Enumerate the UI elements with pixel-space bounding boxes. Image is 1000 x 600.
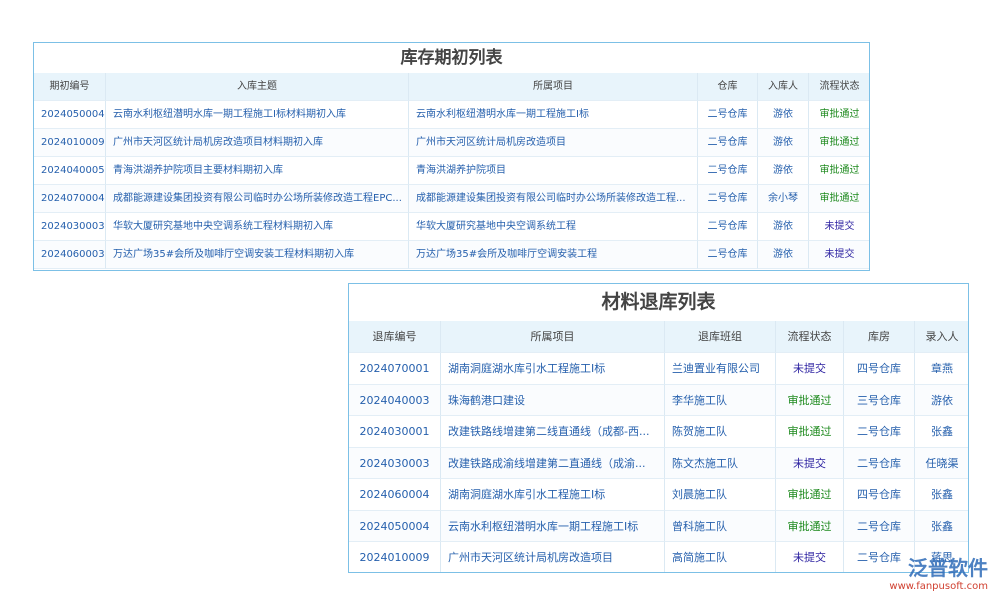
column-header: 流程状态 (809, 73, 869, 101)
table-cell: 二号仓库 (698, 185, 758, 213)
table-cell: 2024040005 (34, 157, 106, 185)
table-cell: 改建铁路成渝线增建第二直通线（成渝... (441, 447, 665, 479)
table-cell: 四号仓库 (844, 479, 915, 511)
table-cell: 2024060004 (349, 479, 441, 511)
brand: 泛普软件 (908, 556, 988, 580)
column-header: 录入人 (915, 321, 968, 353)
table-cell: 湖南洞庭湖水库引水工程施工I标 (441, 479, 665, 511)
table-cell: 二号仓库 (698, 157, 758, 185)
status-cell: 审批通过 (809, 129, 869, 157)
table-cell: 李华施工队 (665, 384, 776, 416)
table-cell: 广州市天河区统计局机房改造项目材料期初入库 (106, 129, 409, 157)
status-cell: 未提交 (809, 213, 869, 241)
table-cell: 2024070001 (349, 353, 441, 385)
status-cell: 未提交 (776, 353, 844, 385)
table-title: 材料退库列表 (349, 284, 968, 322)
column-header: 仓库 (698, 73, 758, 101)
table-cell: 珠海鹤港口建设 (441, 384, 665, 416)
column-header: 退库编号 (349, 321, 441, 353)
column-header: 流程状态 (776, 321, 844, 353)
table-cell: 四号仓库 (844, 353, 915, 385)
opening-stock-table: 库存期初列表 期初编号 入库主题 所属项目 仓库 入库人 流程状态 2024050004 云南水… (33, 42, 870, 271)
table-cell: 游依 (758, 101, 809, 129)
table-cell: 二号仓库 (698, 241, 758, 269)
status-cell: 未提交 (809, 241, 869, 269)
table-cell: 刘晨施工队 (665, 479, 776, 511)
table-cell: 张鑫 (915, 479, 968, 511)
return-table: 材料退库列表 退库编号 所属项目 退库班组 流程状态 库房 录入人 2024070001 湖南洞… (348, 283, 969, 573)
status-cell: 未提交 (776, 447, 844, 479)
status-cell: 审批通过 (809, 101, 869, 129)
table-cell: 青海洪湖养护院项目 (409, 157, 698, 185)
table-cell: 二号仓库 (844, 542, 915, 572)
table-cell: 二号仓库 (844, 510, 915, 542)
table-cell: 三号仓库 (844, 384, 915, 416)
status-cell: 审批通过 (776, 510, 844, 542)
table-cell: 章燕 (915, 353, 968, 385)
table-cell: 二号仓库 (698, 213, 758, 241)
table-cell: 云南水利枢纽潜明水库一期工程施工I标 (441, 510, 665, 542)
table-cell: 成都能源建设集团投资有限公司临时办公场所装修改造工程... (409, 185, 698, 213)
table-cell: 2024030001 (349, 416, 441, 448)
column-header: 入库人 (758, 73, 809, 101)
table-title: 库存期初列表 (34, 43, 869, 74)
table-cell: 张鑫 (915, 510, 968, 542)
table-cell: 高简施工队 (665, 542, 776, 572)
table-cell: 兰迪置业有限公司 (665, 353, 776, 385)
table-cell: 陈贺施工队 (665, 416, 776, 448)
table-cell: 陈文杰施工队 (665, 447, 776, 479)
table-cell: 曾科施工队 (665, 510, 776, 542)
table-cell: 2024050004 (349, 510, 441, 542)
table-cell: 万达广场35#会所及咖啡厅空调安装工程 (409, 241, 698, 269)
table-cell: 游依 (915, 384, 968, 416)
column-header: 退库班组 (665, 321, 776, 353)
table-cell: 游依 (758, 157, 809, 185)
table-cell: 二号仓库 (844, 447, 915, 479)
table-cell: 2024070004 (34, 185, 106, 213)
table-cell: 任晓渠 (915, 447, 968, 479)
table-cell: 成都能源建设集团投资有限公司临时办公场所装修改造工程EPC... (106, 185, 409, 213)
column-header: 所属项目 (441, 321, 665, 353)
watermark: 泛普软件 www.fanpusoft.com (889, 552, 988, 592)
status-cell: 审批通过 (809, 185, 869, 213)
status-cell: 审批通过 (776, 384, 844, 416)
column-header: 期初编号 (34, 73, 106, 101)
table-cell: 二号仓库 (698, 129, 758, 157)
table-cell: 2024030003 (34, 213, 106, 241)
table-cell: 万达广场35#会所及咖啡厅空调安装工程材料期初入库 (106, 241, 409, 269)
table-cell: 二号仓库 (844, 416, 915, 448)
table-cell: 云南水利枢纽潜明水库一期工程施工I标材料期初入库 (106, 101, 409, 129)
table-cell: 游依 (758, 241, 809, 269)
url: www.fanpusoft.com (889, 581, 988, 592)
table-cell: 2024040003 (349, 384, 441, 416)
table-cell: 2024010009 (34, 129, 106, 157)
table-cell: 2024050004 (34, 101, 106, 129)
table-cell: 华软大厦研究基地中央空调系统工程 (409, 213, 698, 241)
status-cell: 审批通过 (809, 157, 869, 185)
table-cell: 青海洪湖养护院项目主要材料期初入库 (106, 157, 409, 185)
table-cell: 广州市天河区统计局机房改造项目 (409, 129, 698, 157)
table-cell: 游依 (758, 129, 809, 157)
table-cell: 广州市天河区统计局机房改造项目 (441, 542, 665, 572)
status-cell: 未提交 (776, 542, 844, 572)
status-cell: 审批通过 (776, 479, 844, 511)
status-cell: 审批通过 (776, 416, 844, 448)
table-cell: 2024030003 (349, 447, 441, 479)
column-header: 入库主题 (106, 73, 409, 101)
table-cell: 蒋思 (915, 542, 968, 572)
table-cell: 2024060003 (34, 241, 106, 269)
table-cell: 湖南洞庭湖水库引水工程施工I标 (441, 353, 665, 385)
table-cell: 华软大厦研究基地中央空调系统工程材料期初入库 (106, 213, 409, 241)
table-cell: 余小琴 (758, 185, 809, 213)
table-cell: 云南水利枢纽潜明水库一期工程施工I标 (409, 101, 698, 129)
column-header: 所属项目 (409, 73, 698, 101)
table-cell: 张鑫 (915, 416, 968, 448)
table-cell: 二号仓库 (698, 101, 758, 129)
column-header: 库房 (844, 321, 915, 353)
table-cell: 改建铁路线增建第二线直通线（成都-西... (441, 416, 665, 448)
table-cell: 游依 (758, 213, 809, 241)
table-cell: 2024010009 (349, 542, 441, 572)
